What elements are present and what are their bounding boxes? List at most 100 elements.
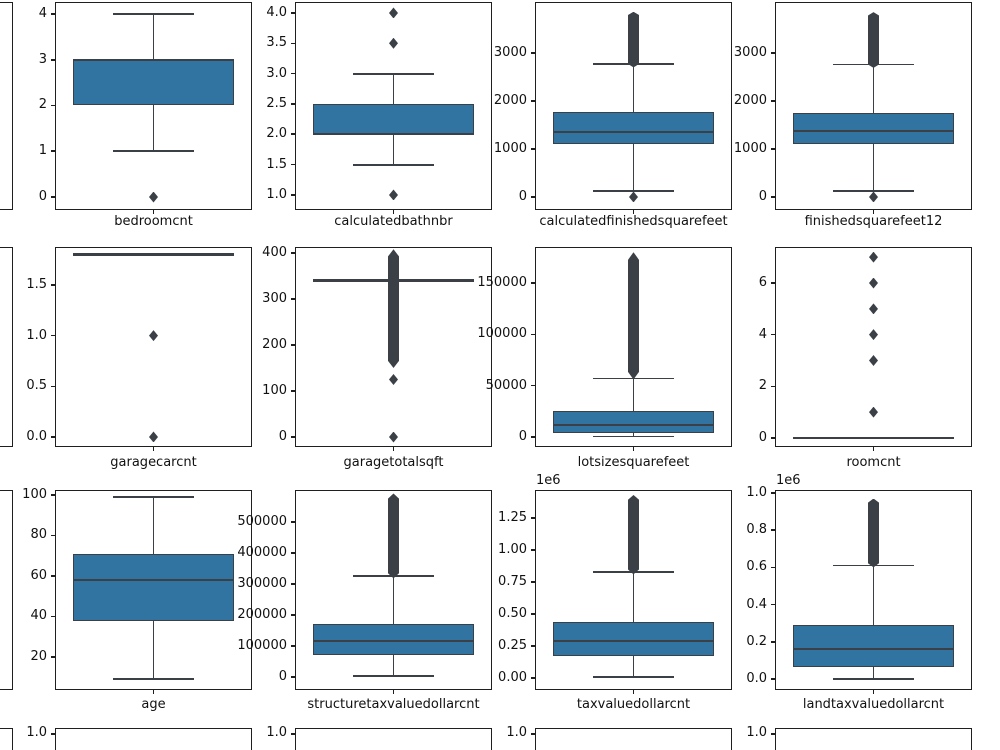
y-tick-label: 0.5 — [26, 378, 47, 394]
partial-axes — [775, 728, 972, 750]
y-tick-label: 1.0 — [746, 725, 767, 740]
y-tick-label: 0.75 — [498, 574, 527, 589]
x-axis-label: bedroomcnt — [114, 214, 193, 229]
y-tick-mark — [531, 333, 535, 336]
y-tick-mark — [291, 733, 295, 735]
x-tick-mark — [872, 447, 875, 451]
axis-offset-label: 1e6 — [536, 473, 561, 488]
outlier-marker — [869, 277, 878, 289]
outlier-marker — [149, 431, 158, 443]
box — [73, 553, 234, 621]
y-tick-mark — [531, 52, 535, 54]
y-tick-label: 0 — [758, 188, 767, 204]
y-tick-mark — [771, 196, 775, 198]
y-tick-mark — [291, 163, 295, 166]
y-tick-label: 200 — [262, 336, 287, 352]
x-axis-label: garagetotalsqft — [343, 455, 444, 470]
partial-axes — [535, 728, 732, 750]
y-tick-label: 20 — [30, 648, 47, 664]
y-tick-label: 0 — [278, 669, 287, 684]
y-tick-label: 1.0 — [266, 725, 287, 740]
whisker-cap — [113, 13, 194, 15]
y-tick-label: 0.50 — [498, 605, 527, 621]
box — [553, 411, 714, 433]
y-tick-label: 1.00 — [498, 542, 527, 557]
whisker-cap — [593, 435, 674, 438]
whisker-line — [632, 571, 635, 622]
y-tick-mark — [291, 72, 295, 75]
y-tick-mark — [771, 148, 775, 150]
y-tick-label: 0.6 — [746, 559, 767, 575]
median-line — [73, 58, 234, 61]
whisker-cap — [593, 190, 674, 193]
y-tick-label: 3000 — [733, 44, 767, 60]
whisker-line — [632, 656, 635, 678]
y-tick-label: 150000 — [477, 275, 527, 290]
y-tick-label: 0 — [278, 429, 287, 445]
y-tick-label: 100 — [262, 383, 287, 398]
y-tick-label: 2.5 — [266, 95, 287, 111]
x-axis-label: age — [141, 697, 166, 712]
whisker-line — [872, 64, 875, 113]
y-tick-mark — [51, 494, 55, 496]
x-axis-label: lotsizesquarefeet — [577, 455, 690, 470]
y-tick-mark — [51, 196, 55, 198]
whisker-cap — [353, 163, 434, 166]
y-tick-label: 3 — [38, 51, 47, 67]
whisker-line — [632, 432, 635, 437]
y-tick-label: 400000 — [237, 545, 287, 560]
box — [793, 625, 954, 667]
outlier-marker — [869, 406, 878, 418]
y-tick-mark — [771, 52, 775, 54]
y-tick-label: 1.0 — [746, 484, 767, 500]
y-tick-mark — [291, 12, 295, 14]
y-tick-label: 2 — [38, 97, 47, 113]
whisker-line — [152, 105, 155, 152]
y-tick-mark — [51, 436, 55, 438]
outlier-marker — [389, 7, 398, 19]
outlier-marker — [869, 329, 878, 341]
x-tick-mark — [632, 690, 635, 694]
y-tick-mark — [531, 384, 535, 387]
y-tick-label: 0.0 — [26, 428, 47, 444]
median-line — [313, 640, 474, 643]
y-tick-mark — [531, 196, 535, 198]
x-axis-label: finishedsquarefeet12 — [804, 214, 943, 229]
outlier-marker — [869, 191, 878, 203]
y-tick-mark — [291, 436, 295, 438]
outlier-marker — [869, 251, 878, 263]
y-tick-mark — [531, 517, 535, 519]
y-tick-label: 40 — [30, 608, 47, 624]
y-tick-label: 2000 — [733, 92, 767, 108]
x-tick-mark — [152, 210, 155, 214]
y-tick-label: 3.0 — [266, 65, 287, 81]
x-tick-mark — [872, 690, 875, 694]
whisker-line — [152, 620, 155, 680]
outlier-marker — [869, 355, 878, 366]
box — [553, 112, 714, 145]
y-tick-mark — [771, 492, 775, 494]
y-tick-label: 0.00 — [498, 669, 527, 685]
y-tick-label: 500000 — [237, 514, 287, 529]
median-line — [553, 639, 714, 642]
y-tick-label: 1.5 — [266, 156, 287, 172]
y-tick-mark — [291, 133, 295, 136]
whisker-cap — [113, 150, 194, 153]
y-tick-label: 1.0 — [506, 725, 527, 740]
whisker-cap — [113, 496, 194, 498]
y-tick-label: 1.0 — [26, 725, 47, 740]
x-tick-mark — [632, 447, 635, 451]
y-tick-mark — [51, 104, 55, 107]
x-axis-label: structuretaxvaluedollarcnt — [307, 697, 480, 712]
whisker-line — [152, 13, 155, 60]
y-tick-mark — [51, 656, 55, 658]
y-tick-label: 100000 — [237, 638, 287, 653]
y-tick-mark — [291, 344, 295, 346]
y-tick-mark — [771, 282, 775, 284]
y-tick-mark — [771, 385, 775, 388]
whisker-line — [632, 64, 635, 113]
y-tick-mark — [51, 150, 55, 153]
y-tick-label: 1.25 — [498, 510, 527, 526]
partial-axes — [55, 728, 252, 750]
whisker-line — [392, 73, 395, 104]
